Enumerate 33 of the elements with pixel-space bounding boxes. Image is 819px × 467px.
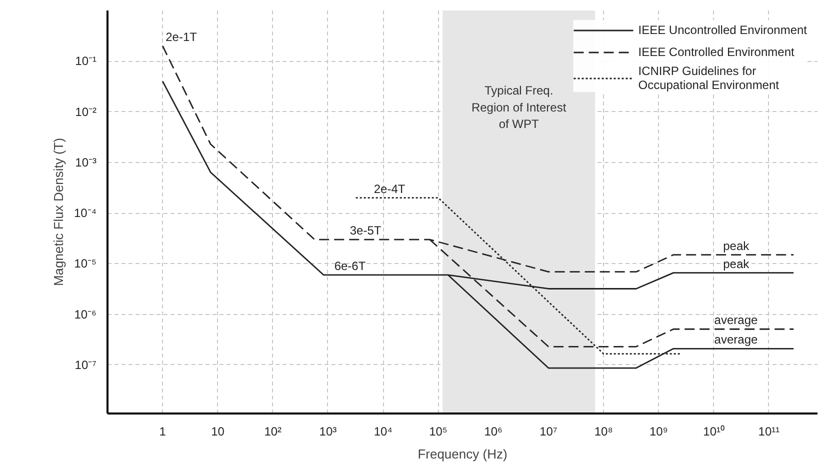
annotation: 3e-5T: [350, 224, 382, 238]
x-tick-label: 10⁹: [649, 424, 668, 438]
annotation: 2e-4T: [374, 182, 406, 196]
x-tick-label: 10⁶: [484, 424, 503, 438]
x-tick-label: 1: [159, 424, 166, 438]
x-tick-label: 10⁷: [540, 424, 558, 438]
x-tick-label: 10: [211, 424, 225, 438]
x-tick-label: 10³: [319, 424, 337, 438]
legend-label: IEEE Controlled Environment: [638, 45, 794, 59]
x-tick-label: 10¹¹: [758, 424, 780, 438]
annotation: peak: [723, 238, 750, 253]
x-tick-label: 10⁸: [594, 424, 613, 438]
x-axis-title: Frequency (Hz): [418, 446, 508, 462]
x-tick-label: 10¹⁰: [703, 424, 724, 438]
y-tick-label: 10⁻⁷: [74, 358, 97, 372]
annotation: 6e-6T: [334, 258, 366, 273]
y-axis-title: Magnetic Flux Density (T): [50, 138, 66, 286]
annotation: average: [714, 332, 758, 347]
legend-label: ICNIRP Guidelines for Occupational Environment: [638, 64, 779, 92]
band-label: Typical Freq. Region of Interest of WPT: [471, 84, 567, 132]
annotation: peak: [723, 256, 750, 271]
x-tick-label: 10²: [264, 424, 282, 438]
y-tick-label: 10⁻⁴: [74, 206, 97, 220]
y-tick-label: 10⁻¹: [75, 54, 97, 68]
x-tick-label: 10⁵: [429, 424, 448, 438]
y-tick-label: 10⁻³: [75, 155, 97, 170]
annotation: average: [714, 313, 758, 328]
y-tick-label: 10⁻⁵: [74, 256, 97, 271]
legend-label: IEEE Uncontrolled Environment: [638, 23, 807, 37]
y-tick-label: 10⁻⁶: [74, 307, 97, 322]
x-tick-label: 10⁴: [374, 424, 392, 438]
annotation: 2e-1T: [166, 30, 198, 44]
y-tick-label: 10⁻²: [75, 104, 97, 119]
